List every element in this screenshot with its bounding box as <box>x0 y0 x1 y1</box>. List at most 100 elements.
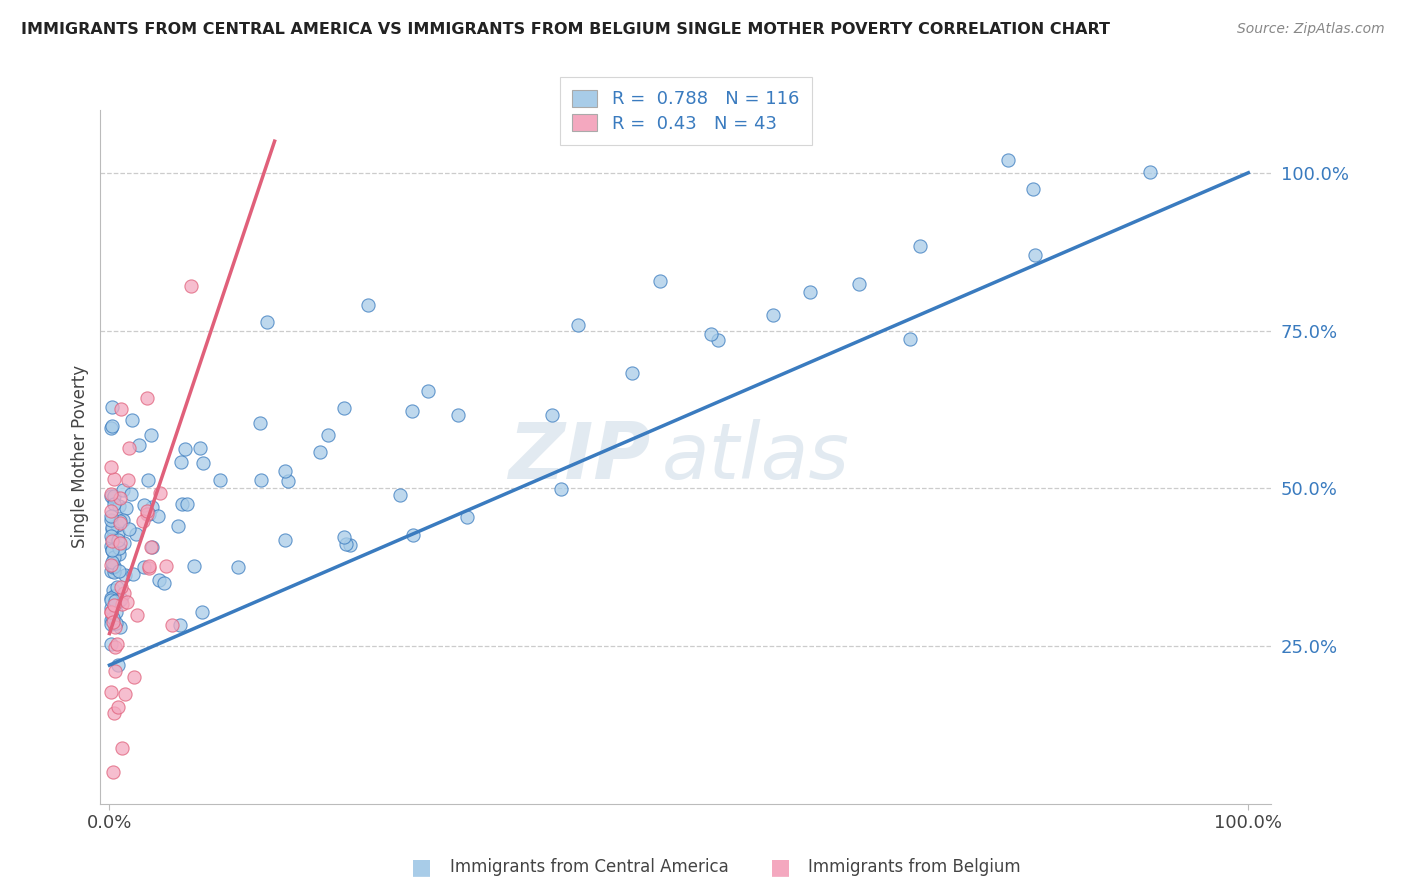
Text: IMMIGRANTS FROM CENTRAL AMERICA VS IMMIGRANTS FROM BELGIUM SINGLE MOTHER POVERTY: IMMIGRANTS FROM CENTRAL AMERICA VS IMMIG… <box>21 22 1111 37</box>
Immigrants from Belgium <box>103 706 125 720</box>
Immigrants from Belgium <box>100 459 122 474</box>
Immigrants from Central America <box>174 442 197 457</box>
Immigrants from Central America <box>101 543 124 558</box>
Legend: R =  0.788   N = 116, R =  0.43   N = 43: R = 0.788 N = 116, R = 0.43 N = 43 <box>560 77 811 145</box>
Immigrants from Belgium <box>100 605 122 619</box>
Immigrants from Belgium <box>103 472 125 486</box>
Immigrants from Belgium <box>108 516 131 530</box>
Immigrants from Central America <box>100 591 122 605</box>
Immigrants from Belgium <box>100 685 122 699</box>
Immigrants from Central America <box>100 600 122 615</box>
Immigrants from Central America <box>105 605 128 619</box>
Immigrants from Central America <box>148 573 170 587</box>
Immigrants from Central America <box>101 611 124 625</box>
Immigrants from Central America <box>176 497 198 511</box>
Immigrants from Belgium <box>135 503 157 517</box>
Immigrants from Central America <box>169 617 191 632</box>
Immigrants from Central America <box>540 409 562 423</box>
Immigrants from Belgium <box>108 491 131 505</box>
Immigrants from Central America <box>332 530 354 544</box>
Immigrants from Central America <box>112 536 135 550</box>
Immigrants from Central America <box>100 613 122 627</box>
Immigrants from Central America <box>101 418 124 433</box>
Text: atlas: atlas <box>662 419 851 495</box>
Immigrants from Central America <box>103 558 125 573</box>
Immigrants from Belgium <box>104 664 127 678</box>
Immigrants from Belgium <box>115 594 138 608</box>
Immigrants from Belgium <box>149 485 172 500</box>
Immigrants from Belgium <box>180 279 202 293</box>
Immigrants from Central America <box>103 589 125 603</box>
Immigrants from Central America <box>100 401 122 415</box>
Immigrants from Belgium <box>100 605 122 619</box>
Immigrants from Belgium <box>112 586 135 600</box>
Immigrants from Central America <box>166 519 188 533</box>
Immigrants from Central America <box>125 527 148 541</box>
Immigrants from Central America <box>100 637 122 651</box>
Immigrants from Central America <box>456 510 478 524</box>
Immigrants from Central America <box>107 533 129 547</box>
Immigrants from Central America <box>146 508 169 523</box>
Immigrants from Central America <box>111 513 134 527</box>
Immigrants from Central America <box>100 421 122 435</box>
Immigrants from Belgium <box>138 561 160 575</box>
Immigrants from Central America <box>277 474 299 488</box>
Immigrants from Central America <box>128 438 150 452</box>
Immigrants from Central America <box>100 539 122 553</box>
Immigrants from Central America <box>141 540 163 554</box>
Immigrants from Central America <box>141 500 163 514</box>
Immigrants from Central America <box>107 500 129 514</box>
Immigrants from Central America <box>100 617 122 632</box>
Immigrants from Central America <box>110 619 132 633</box>
Immigrants from Central America <box>103 550 125 565</box>
Immigrants from Belgium <box>155 559 177 574</box>
Immigrants from Central America <box>100 509 122 524</box>
Immigrants from Central America <box>104 593 127 607</box>
Text: ■: ■ <box>412 857 432 877</box>
Immigrants from Central America <box>101 559 124 574</box>
Immigrants from Belgium <box>111 597 134 611</box>
Immigrants from Central America <box>333 401 356 415</box>
Immigrants from Central America <box>191 456 214 470</box>
Immigrants from Belgium <box>136 508 159 522</box>
Immigrants from Belgium <box>110 402 132 417</box>
Immigrants from Belgium <box>107 699 129 714</box>
Immigrants from Central America <box>357 298 380 312</box>
Immigrants from Central America <box>115 500 138 515</box>
Immigrants from Central America <box>139 427 162 442</box>
Immigrants from Central America <box>110 592 132 607</box>
Immigrants from Central America <box>103 489 125 503</box>
Immigrants from Central America <box>101 533 124 547</box>
Immigrants from Central America <box>997 153 1019 168</box>
Immigrants from Central America <box>153 575 176 590</box>
Immigrants from Central America <box>108 594 131 608</box>
Immigrants from Central America <box>1021 182 1043 196</box>
Immigrants from Central America <box>401 404 423 418</box>
Immigrants from Central America <box>105 518 128 533</box>
Immigrants from Belgium <box>117 473 139 487</box>
Immigrants from Central America <box>447 408 470 422</box>
Immigrants from Central America <box>118 522 141 536</box>
Immigrants from Central America <box>122 567 145 582</box>
Immigrants from Central America <box>120 487 142 501</box>
Immigrants from Central America <box>103 496 125 510</box>
Immigrants from Belgium <box>105 637 128 651</box>
Immigrants from Belgium <box>111 741 134 756</box>
Immigrants from Central America <box>1024 248 1046 262</box>
Immigrants from Belgium <box>138 559 160 574</box>
Immigrants from Central America <box>226 559 249 574</box>
Immigrants from Central America <box>170 497 193 511</box>
Immigrants from Central America <box>620 366 643 380</box>
Immigrants from Central America <box>104 616 127 631</box>
Immigrants from Central America <box>134 559 156 574</box>
Immigrants from Central America <box>848 277 870 291</box>
Immigrants from Central America <box>107 525 129 540</box>
Immigrants from Central America <box>898 332 921 346</box>
Immigrants from Central America <box>650 274 672 288</box>
Immigrants from Central America <box>388 488 411 502</box>
Immigrants from Belgium <box>103 615 125 629</box>
Immigrants from Central America <box>100 564 122 578</box>
Immigrants from Central America <box>309 445 332 459</box>
Immigrants from Central America <box>169 455 191 469</box>
Immigrants from Central America <box>105 580 128 594</box>
